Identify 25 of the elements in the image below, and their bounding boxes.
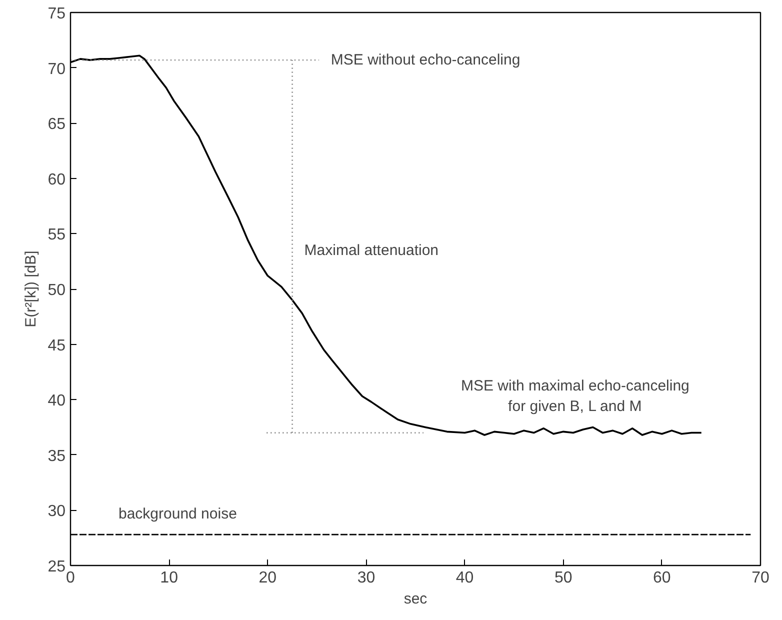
x-tick-label: 20 [258, 570, 277, 586]
y-tick-label: 65 [48, 116, 66, 134]
y-tick-label: 60 [48, 171, 66, 188]
x-tick-label: 0 [66, 570, 76, 586]
x-tick-label: 50 [554, 570, 572, 586]
y-tick-label: 50 [48, 282, 66, 299]
y-tick-label: 70 [48, 60, 66, 78]
y-axis-title: E(r²[k]) [dB] [22, 250, 40, 328]
annotation: Maximal attenuation [304, 242, 439, 259]
y-tick-label: 75 [48, 6, 66, 22]
y-tick-label: 40 [48, 392, 66, 410]
annotation: background noise [118, 506, 237, 523]
x-tick-label: 30 [357, 570, 376, 586]
y-tick-label: 25 [48, 558, 66, 576]
x-tick-label: 10 [160, 570, 178, 586]
y-tick-label: 55 [48, 226, 66, 244]
x-tick-label: 70 [752, 570, 770, 586]
y-tick-label: 30 [48, 503, 66, 520]
y-tick-label: 35 [48, 448, 66, 465]
annotation: MSE without echo-canceling [330, 52, 520, 69]
x-tick-label: 60 [653, 570, 671, 586]
x-tick-label: 40 [456, 570, 474, 586]
x-axis-title: sec [404, 590, 428, 608]
annotation: MSE with maximal echo-canceling for given B, L and M [460, 377, 690, 415]
y-tick-label: 45 [48, 337, 66, 354]
